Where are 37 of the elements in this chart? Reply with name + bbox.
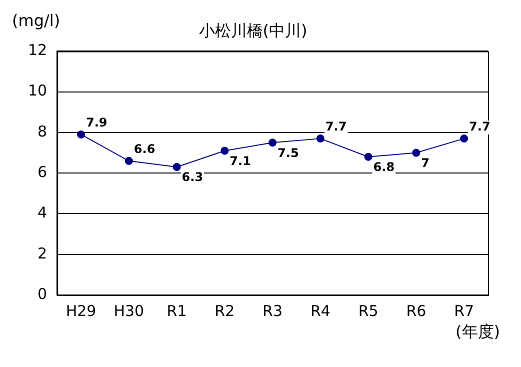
x-tick-label: R1 <box>166 302 187 320</box>
data-label: 7.9 <box>86 116 108 130</box>
data-label: 6.8 <box>373 160 395 174</box>
data-label: 7.1 <box>230 154 251 168</box>
y-tick-label: 4 <box>38 204 48 222</box>
data-label: 7.7 <box>469 120 490 134</box>
x-tick-label: R4 <box>310 302 330 320</box>
data-label: 7.7 <box>325 120 347 134</box>
point <box>77 130 86 138</box>
data-label: 6.6 <box>134 142 156 156</box>
y-tick-label: 10 <box>28 82 48 100</box>
point <box>364 152 372 161</box>
x-tick-label: R2 <box>214 302 235 320</box>
y-tick-label: 2 <box>38 244 48 262</box>
point <box>220 146 229 155</box>
y-tick-label: 8 <box>38 122 48 140</box>
x-tick-label: H29 <box>66 302 96 320</box>
chart-title: 小松川橋(中川) <box>198 20 308 40</box>
point <box>316 134 324 143</box>
data-label: 7 <box>421 156 430 170</box>
x-tick-label: R6 <box>406 302 426 320</box>
x-axis-title: (年度) <box>456 322 500 342</box>
x-tick-label: R7 <box>454 302 474 320</box>
data-label: 6.3 <box>182 170 204 184</box>
y-tick-label: 0 <box>38 284 48 303</box>
y-tick-label: 12 <box>28 41 48 60</box>
y-tick-label: 6 <box>38 162 48 181</box>
point <box>412 148 420 157</box>
x-tick-label: R3 <box>262 302 283 320</box>
x-tick-label: H30 <box>114 302 144 320</box>
point <box>124 156 133 165</box>
x-tick-label: R5 <box>358 302 378 320</box>
point <box>172 163 181 172</box>
data-label: 7.5 <box>278 146 299 160</box>
point <box>460 134 468 143</box>
y-axis-title: (mg/l) <box>12 11 60 30</box>
point <box>268 138 277 147</box>
